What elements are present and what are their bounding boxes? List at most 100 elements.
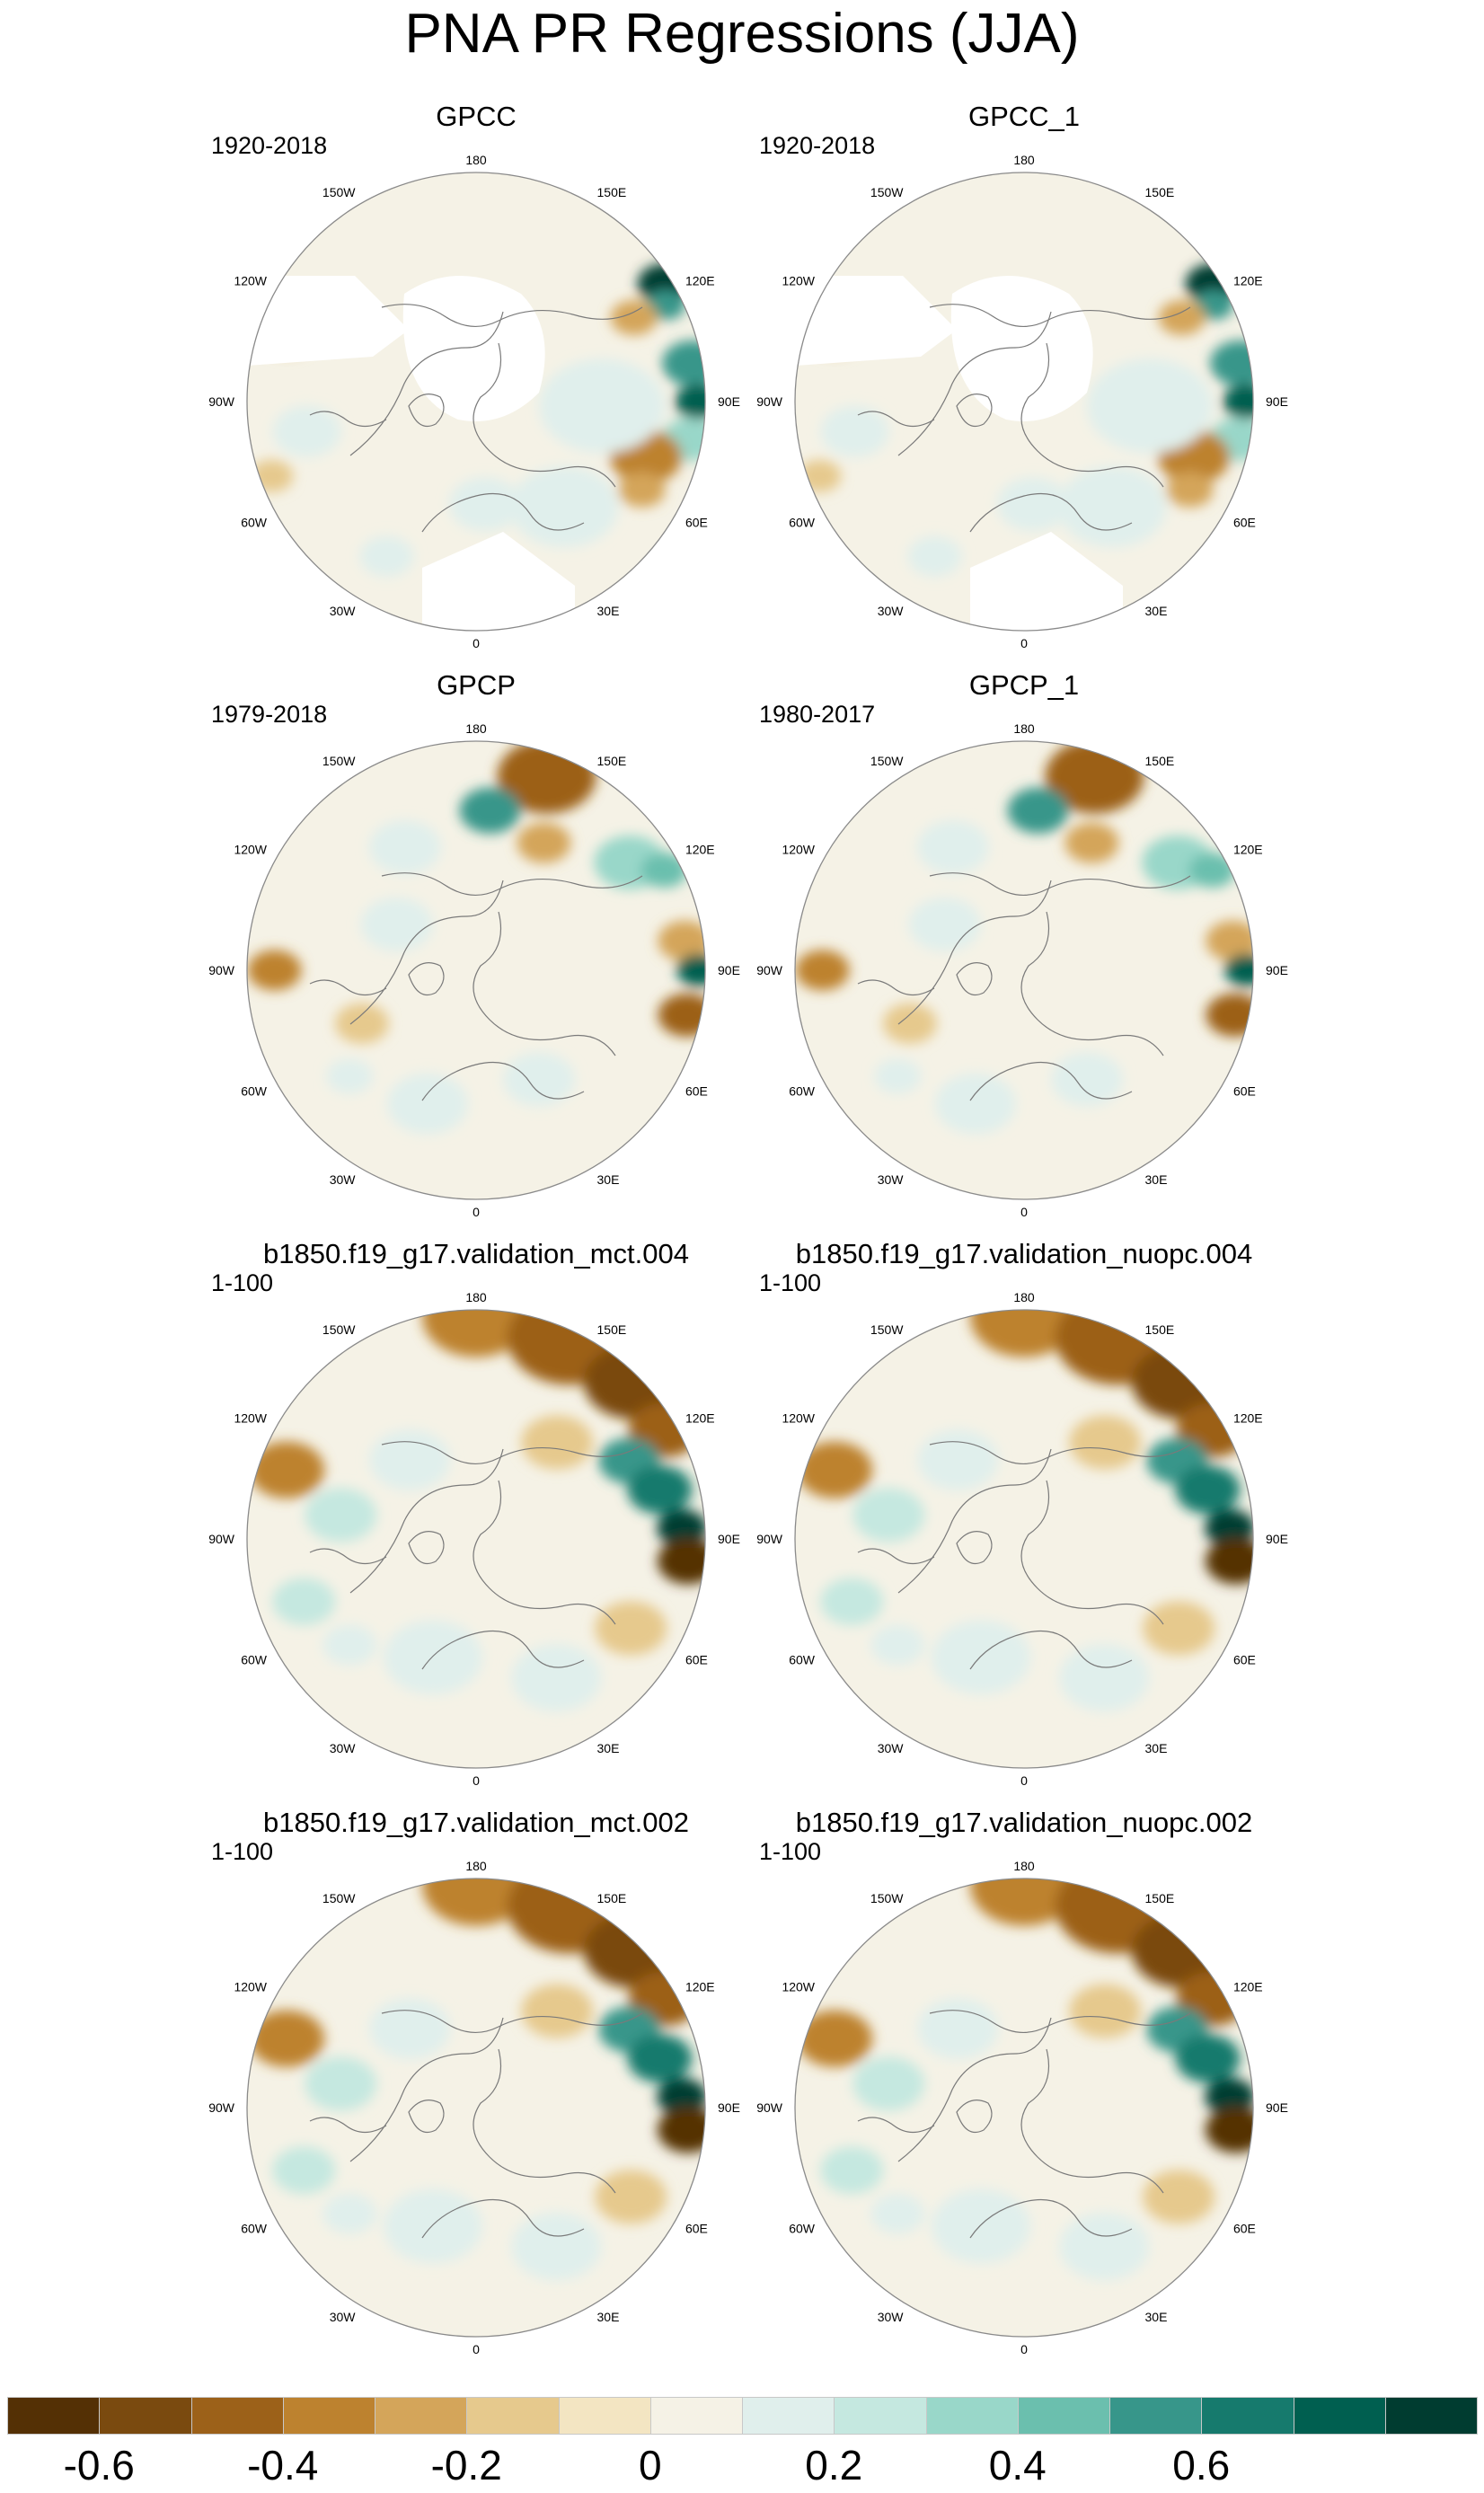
regression-anomaly — [1205, 1508, 1253, 1547]
regression-anomaly — [510, 466, 619, 548]
regression-anomaly — [249, 2010, 325, 2067]
regression-anomaly — [1205, 2107, 1253, 2153]
regression-anomaly — [676, 954, 705, 986]
regression-anomaly — [334, 1003, 389, 1044]
regression-anomaly — [1143, 1601, 1215, 1656]
lon-label: 30W — [878, 2310, 905, 2324]
lon-label: 30E — [597, 1172, 620, 1187]
regression-anomaly — [1051, 1052, 1124, 1107]
lon-label: 180 — [1013, 1290, 1035, 1304]
lon-label: 30E — [1145, 1172, 1168, 1187]
regression-anomaly — [658, 993, 705, 1037]
lon-label: 30W — [330, 1741, 357, 1755]
lon-label: 90W — [756, 1532, 783, 1546]
colorbar-box — [1109, 2397, 1203, 2435]
lon-label: 30W — [330, 1172, 357, 1187]
regression-anomaly — [521, 1415, 594, 1470]
regression-anomaly — [657, 1538, 705, 1585]
lon-label: 30W — [878, 604, 905, 618]
colorbar-tick-labels: -0.6 -0.4 -0.2 0 0.2 0.4 0.6 — [0, 2442, 1484, 2493]
regression-anomaly — [1188, 853, 1236, 888]
lon-label: 60W — [789, 1653, 816, 1667]
lon-label: 60E — [685, 1084, 708, 1099]
regression-anomaly — [820, 1578, 884, 1626]
coastlines — [857, 2010, 1191, 2239]
regression-anomaly — [1206, 993, 1253, 1037]
lon-label: 180 — [465, 153, 487, 167]
lon-label: 120E — [1233, 843, 1263, 857]
regression-anomaly — [1158, 300, 1206, 336]
lon-label: 180 — [1013, 721, 1035, 736]
lon-label: 120W — [234, 843, 267, 857]
lon-label: 180 — [465, 721, 487, 736]
regression-anomaly — [1166, 472, 1214, 508]
regression-anomaly — [675, 384, 705, 420]
regression-anomaly — [820, 405, 889, 457]
colorbar-box — [99, 2397, 192, 2435]
panel-title: GPCC — [436, 101, 517, 132]
colorbar-box — [7, 2397, 101, 2435]
colorbar-box — [834, 2397, 927, 2435]
lon-label: 30E — [1145, 2310, 1168, 2324]
panel-title: b1850.f19_g17.validation_nuopc.004 — [795, 1238, 1253, 1269]
regression-anomaly — [1143, 2170, 1215, 2224]
lon-label: 60W — [789, 2222, 816, 2236]
lon-label: 150E — [1145, 1322, 1175, 1337]
lon-label: 90W — [208, 963, 235, 977]
regression-anomaly — [798, 459, 842, 492]
regression-anomaly — [1087, 358, 1214, 454]
lon-label: 90E — [1266, 2100, 1288, 2115]
regression-anomaly — [422, 1879, 530, 1926]
lon-label: 120E — [1233, 1980, 1263, 1994]
regression-anomaly — [250, 459, 294, 492]
regression-anomaly — [1224, 954, 1253, 986]
lon-label: 90E — [1266, 963, 1288, 977]
regression-anomaly — [1007, 787, 1069, 834]
lon-label: 30E — [1145, 1741, 1168, 1755]
regression-anomaly — [1131, 1913, 1231, 1988]
regression-anomaly — [272, 405, 341, 457]
regression-anomaly — [359, 535, 414, 577]
colorbar-box — [282, 2397, 375, 2435]
regression-anomaly — [797, 1441, 873, 1498]
polar-map: 180 150E 120E 90E 60E 30E 0 30W 60W 90W 120W 150W — [756, 1859, 1288, 2356]
regression-anomaly — [369, 1429, 451, 1490]
colorbar — [7, 2397, 1478, 2435]
lon-label: 60W — [241, 516, 268, 530]
regression-anomaly — [386, 1073, 468, 1135]
lon-label: 150E — [1145, 1891, 1175, 1905]
figure-title: PNA PR Regressions (JJA) — [404, 3, 1080, 65]
colorbar-box — [1293, 2397, 1386, 2435]
lon-label: 150E — [1145, 185, 1175, 199]
map-boundary — [246, 1878, 706, 2338]
panel-period: 1-100 — [211, 1269, 274, 1296]
regression-anomaly — [797, 2010, 873, 2067]
map-boundary — [794, 1309, 1254, 1769]
lon-label: 90W — [208, 2100, 235, 2115]
regression-anomaly — [247, 950, 302, 991]
lon-label: 120E — [685, 274, 715, 288]
lon-label: 60W — [789, 516, 816, 530]
lon-label: 120W — [782, 1411, 815, 1426]
regression-anomaly — [511, 1644, 602, 1712]
regression-anomaly — [517, 822, 571, 863]
regression-anomaly — [384, 2188, 483, 2264]
regression-anomaly — [657, 1508, 705, 1547]
lon-label: 90W — [756, 2100, 783, 2115]
regression-anomaly — [503, 1052, 576, 1107]
regression-anomaly — [658, 920, 705, 961]
regression-anomaly — [1223, 384, 1253, 420]
regression-anomaly — [583, 1913, 683, 1988]
no-data-area — [247, 276, 409, 366]
regression-anomaly — [1175, 2034, 1241, 2083]
panel-title: GPCP — [437, 669, 516, 701]
regression-anomaly — [662, 340, 705, 386]
lon-label: 90W — [208, 1532, 235, 1546]
regression-anomaly — [1131, 1344, 1231, 1419]
regression-anomaly — [305, 2056, 377, 2111]
regression-anomaly — [384, 1620, 483, 1695]
map-boundary — [246, 740, 706, 1200]
lon-label: 0 — [473, 636, 480, 650]
lon-label: 0 — [473, 2342, 480, 2356]
map-panel-gpcc_1: GPCC_1 1920-2018 180 150E 120E 90E 60E 30E 0 30W 6… — [750, 101, 1298, 650]
